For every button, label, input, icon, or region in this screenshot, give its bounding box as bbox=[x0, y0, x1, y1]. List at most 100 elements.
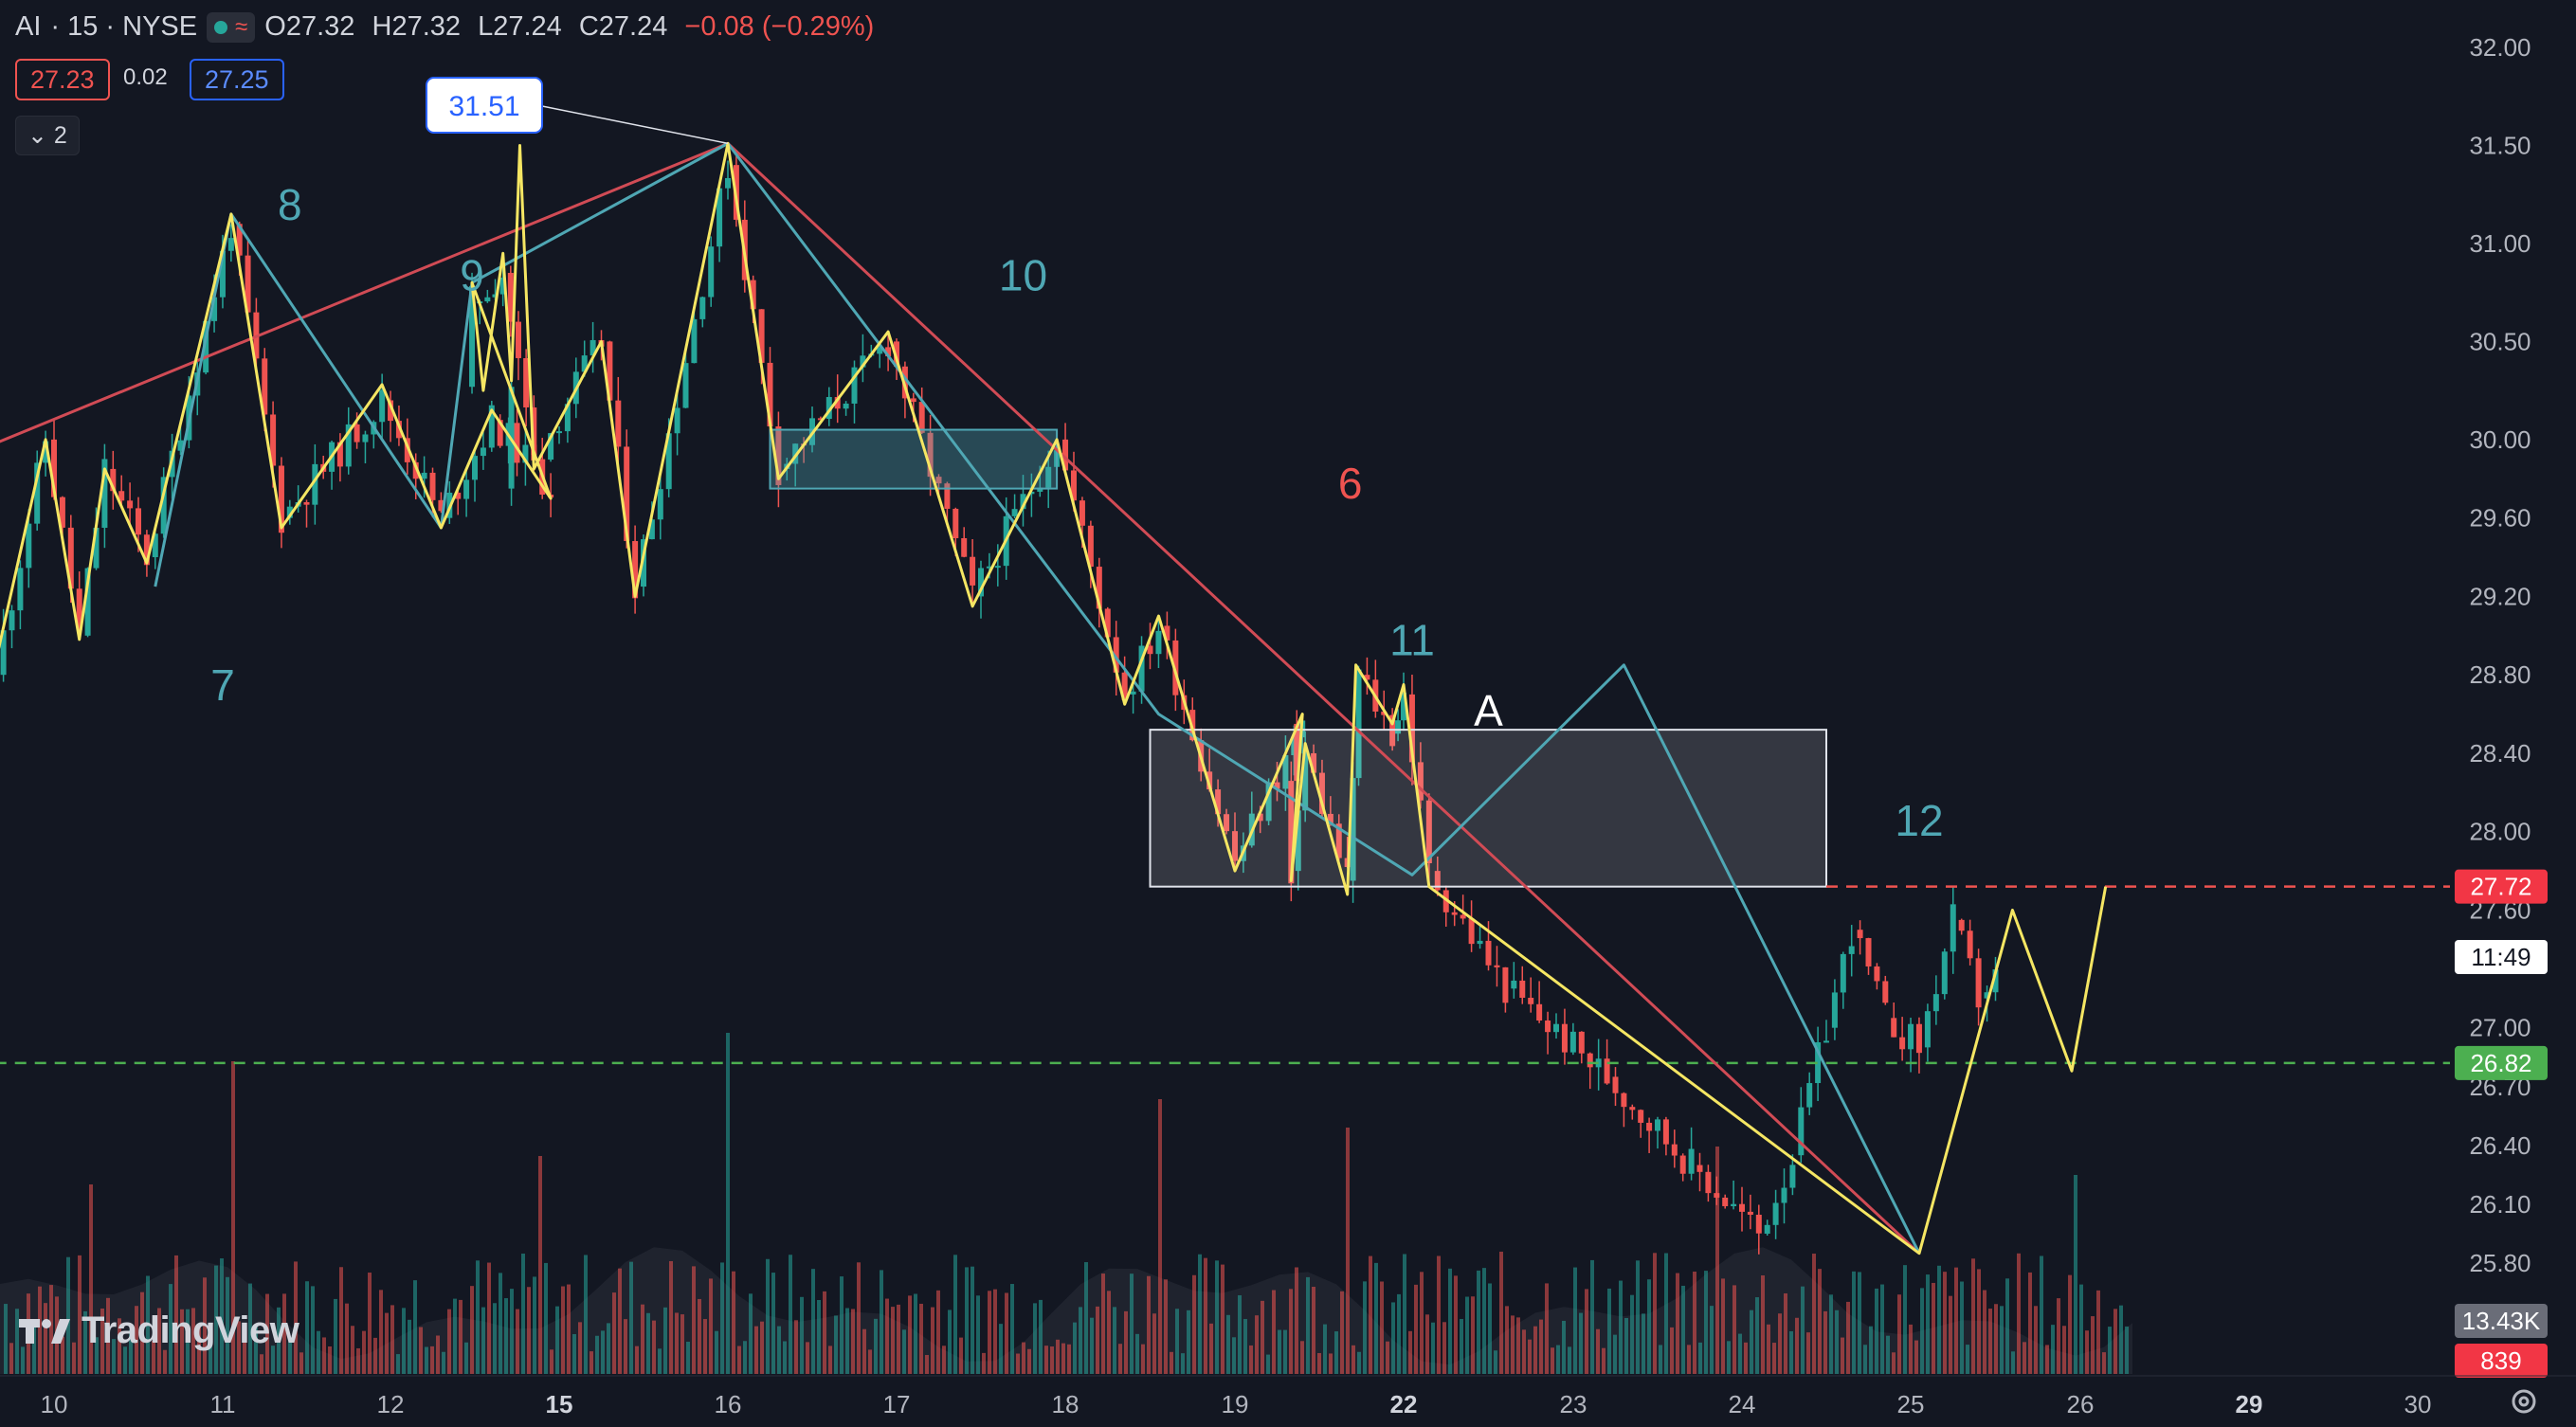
volume-bar bbox=[1431, 1322, 1435, 1374]
candle-body bbox=[1629, 1107, 1636, 1111]
price-axis[interactable]: 32.00 31.50 31.00 30.50 30.00 29.60 29.20 28.80… bbox=[2469, 33, 2531, 1277]
candle bbox=[1932, 975, 1939, 1025]
volume-bar bbox=[811, 1269, 815, 1374]
volume-bar bbox=[1988, 1309, 1992, 1374]
candle-body bbox=[624, 446, 630, 542]
volume-bar bbox=[1710, 1306, 1714, 1374]
volume-bar bbox=[1659, 1345, 1662, 1374]
volume-bar bbox=[1442, 1322, 1446, 1374]
x-tick-label: 26 bbox=[2067, 1390, 2095, 1418]
volume-bar bbox=[550, 1349, 553, 1374]
candle bbox=[1798, 1087, 1805, 1164]
zigzag-teal-line[interactable] bbox=[154, 141, 1921, 1255]
volume-bar bbox=[698, 1298, 701, 1374]
volume-bar bbox=[282, 1293, 286, 1374]
candle-body bbox=[1545, 1021, 1551, 1033]
volume-bar bbox=[1232, 1337, 1236, 1374]
candle bbox=[1147, 623, 1153, 670]
market-status-badge[interactable]: ≈ bbox=[207, 11, 256, 43]
volume-bar bbox=[658, 1348, 662, 1374]
volume-bar bbox=[669, 1260, 673, 1374]
volume-bar bbox=[169, 1284, 172, 1374]
bar-countdown-tag[interactable]: 11:49 bbox=[2455, 940, 2548, 974]
volume-bar bbox=[1420, 1272, 1424, 1374]
candle-body bbox=[978, 568, 984, 597]
volume-bar bbox=[1312, 1287, 1315, 1374]
consolidation-box-teal[interactable] bbox=[769, 428, 1059, 490]
volume-bar bbox=[942, 1346, 946, 1374]
indicators-toggle-button[interactable]: ⌄ 2 bbox=[15, 116, 80, 155]
candle bbox=[497, 414, 503, 448]
volume-bar bbox=[1647, 1279, 1651, 1374]
candle bbox=[480, 431, 486, 470]
candle-body bbox=[43, 441, 49, 463]
candle bbox=[203, 319, 209, 375]
wave-label: 11 bbox=[1389, 616, 1435, 665]
high-callout-box[interactable] bbox=[426, 77, 543, 134]
candle-body bbox=[1891, 1018, 1897, 1038]
candle-body bbox=[1587, 1053, 1593, 1068]
candle-body bbox=[1781, 1187, 1787, 1203]
volume-bar bbox=[789, 1255, 792, 1374]
volume-bar bbox=[635, 1346, 639, 1374]
gear-icon[interactable] bbox=[2508, 1385, 2540, 1418]
candle bbox=[1924, 1003, 1931, 1062]
volume-bar bbox=[1875, 1288, 1878, 1374]
volume-bar bbox=[1005, 1292, 1008, 1374]
volume-bar bbox=[1642, 1313, 1645, 1374]
volume-bar bbox=[152, 1341, 155, 1374]
zigzag-red-line[interactable] bbox=[0, 141, 1921, 1255]
volume-bar bbox=[243, 1332, 246, 1374]
candle-body bbox=[691, 318, 698, 364]
time-axis[interactable]: 10 11 12 15 16 17 18 19 22 23 24 25 26 29 30 bbox=[0, 1375, 2576, 1418]
candle-body bbox=[1401, 693, 1406, 721]
volume-bar bbox=[2057, 1298, 2060, 1374]
volume-bar bbox=[726, 1033, 730, 1374]
volume-bar bbox=[1403, 1254, 1406, 1374]
volume-bar bbox=[1209, 1323, 1213, 1374]
volume-bar bbox=[209, 1327, 212, 1374]
tradingview-logo-icon bbox=[19, 1318, 70, 1344]
sell-button[interactable]: 27.23 bbox=[15, 59, 110, 100]
candle-body bbox=[1958, 919, 1965, 931]
ohlc-values: O27.32 H27.32 L27.24 C27.24 −0.08 (−0.29… bbox=[264, 11, 883, 43]
candle bbox=[1494, 946, 1500, 987]
support-price-tag[interactable]: 26.82 bbox=[2455, 1045, 2548, 1080]
volume-ma-tag[interactable]: 13.43K bbox=[2455, 1304, 2548, 1338]
volume-bar bbox=[1221, 1264, 1225, 1374]
resistance-price-tag[interactable]: 27.72 bbox=[2455, 869, 2548, 904]
candle-body bbox=[817, 418, 824, 421]
volume-bar bbox=[624, 1319, 627, 1374]
volume-bar bbox=[470, 1286, 474, 1374]
volume-bar bbox=[163, 1349, 167, 1374]
wave-label: A bbox=[1474, 686, 1503, 735]
interval-exchange[interactable]: · 15 · NYSE bbox=[50, 11, 198, 42]
volume-bar bbox=[675, 1312, 679, 1374]
chevron-down-icon: ⌄ bbox=[27, 122, 47, 149]
x-tick-label: 12 bbox=[377, 1390, 405, 1418]
zigzag-yellow-line[interactable] bbox=[0, 141, 2108, 1255]
candle-body bbox=[1722, 1197, 1729, 1206]
volume-bar bbox=[1914, 1340, 1918, 1374]
candle-body bbox=[1460, 914, 1466, 919]
volume-bar bbox=[487, 1262, 491, 1374]
volume-tag[interactable]: 839 bbox=[2455, 1344, 2548, 1378]
candle bbox=[615, 376, 622, 470]
volume-bar bbox=[1437, 1255, 1441, 1374]
volume-bar bbox=[1499, 1251, 1503, 1374]
volume-bar bbox=[1852, 1271, 1856, 1374]
symbol-name[interactable]: AI bbox=[15, 11, 42, 42]
volume-bar bbox=[646, 1312, 650, 1374]
candle bbox=[1747, 1194, 1753, 1230]
volume-bar bbox=[481, 1307, 485, 1374]
volume-bar bbox=[1812, 1254, 1816, 1374]
buy-button[interactable]: 27.25 bbox=[190, 59, 284, 100]
volume-bar bbox=[1255, 1315, 1259, 1374]
volume-bar bbox=[1829, 1294, 1833, 1374]
candle bbox=[708, 236, 715, 307]
volume-bar bbox=[2125, 1326, 2129, 1374]
y-tick-label: 30.50 bbox=[2469, 327, 2531, 355]
tradingview-logo[interactable]: TradingView bbox=[19, 1310, 299, 1352]
